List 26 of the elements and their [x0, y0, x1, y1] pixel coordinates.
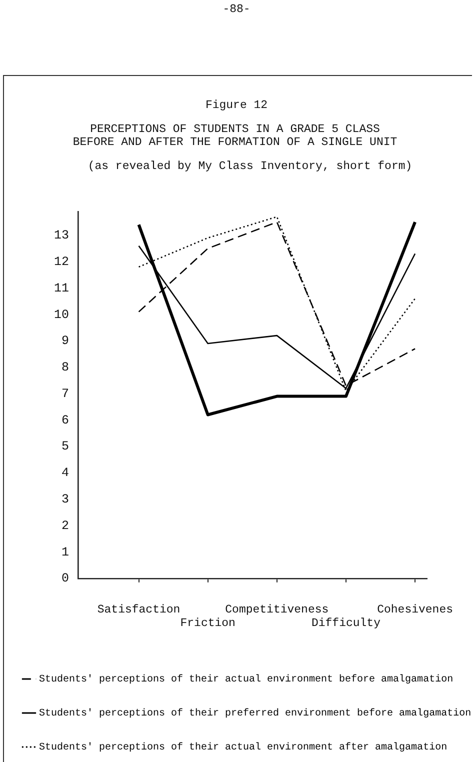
y-tick-label: 1 [61, 545, 69, 560]
y-tick-label: 5 [61, 440, 69, 454]
y-tick-label: 12 [54, 254, 69, 269]
y-tick-label: 2 [61, 518, 69, 533]
x-tick-label: Difficulty [311, 617, 381, 630]
y-tick-label: 13 [54, 228, 69, 243]
x-tick-label: Cohesivenes [377, 603, 454, 616]
y-tick-label: 0 [61, 572, 69, 586]
y-tick-label: 6 [61, 413, 69, 428]
text: -88- [222, 3, 252, 16]
x-tick-label: Friction [180, 617, 236, 630]
chart-title: PERCEPTIONS OF STUDENTS IN A GRADE 5 CLASS BEFORE AND AFTER THE FORMATION OF A SINGLE UNIT [72, 123, 398, 149]
y-tick-label: 7 [61, 386, 69, 401]
y-tick-label: 3 [61, 492, 69, 507]
y-tick-label: 4 [61, 466, 69, 480]
legend-label: Students' perceptions of their actual environment before amalgamation [39, 674, 454, 686]
y-tick-label: 9 [61, 334, 69, 348]
caption: Figure 12 [204, 99, 269, 112]
y-tick-label: 11 [54, 281, 69, 296]
chart-subtitle: (as revealed by My Class Inventory, short form) [86, 160, 414, 174]
x-tick-label: Competitiveness [225, 603, 329, 616]
y-tick-label: 8 [61, 360, 69, 375]
x-tick-label: Satisfaction [97, 603, 180, 616]
legend-label: Students' perceptions of their preferred environment before amalgamation [39, 708, 472, 720]
y-tick-label: 10 [54, 308, 69, 322]
legend-label: Students' perceptions of their actual environment after amalgamation [39, 742, 448, 754]
